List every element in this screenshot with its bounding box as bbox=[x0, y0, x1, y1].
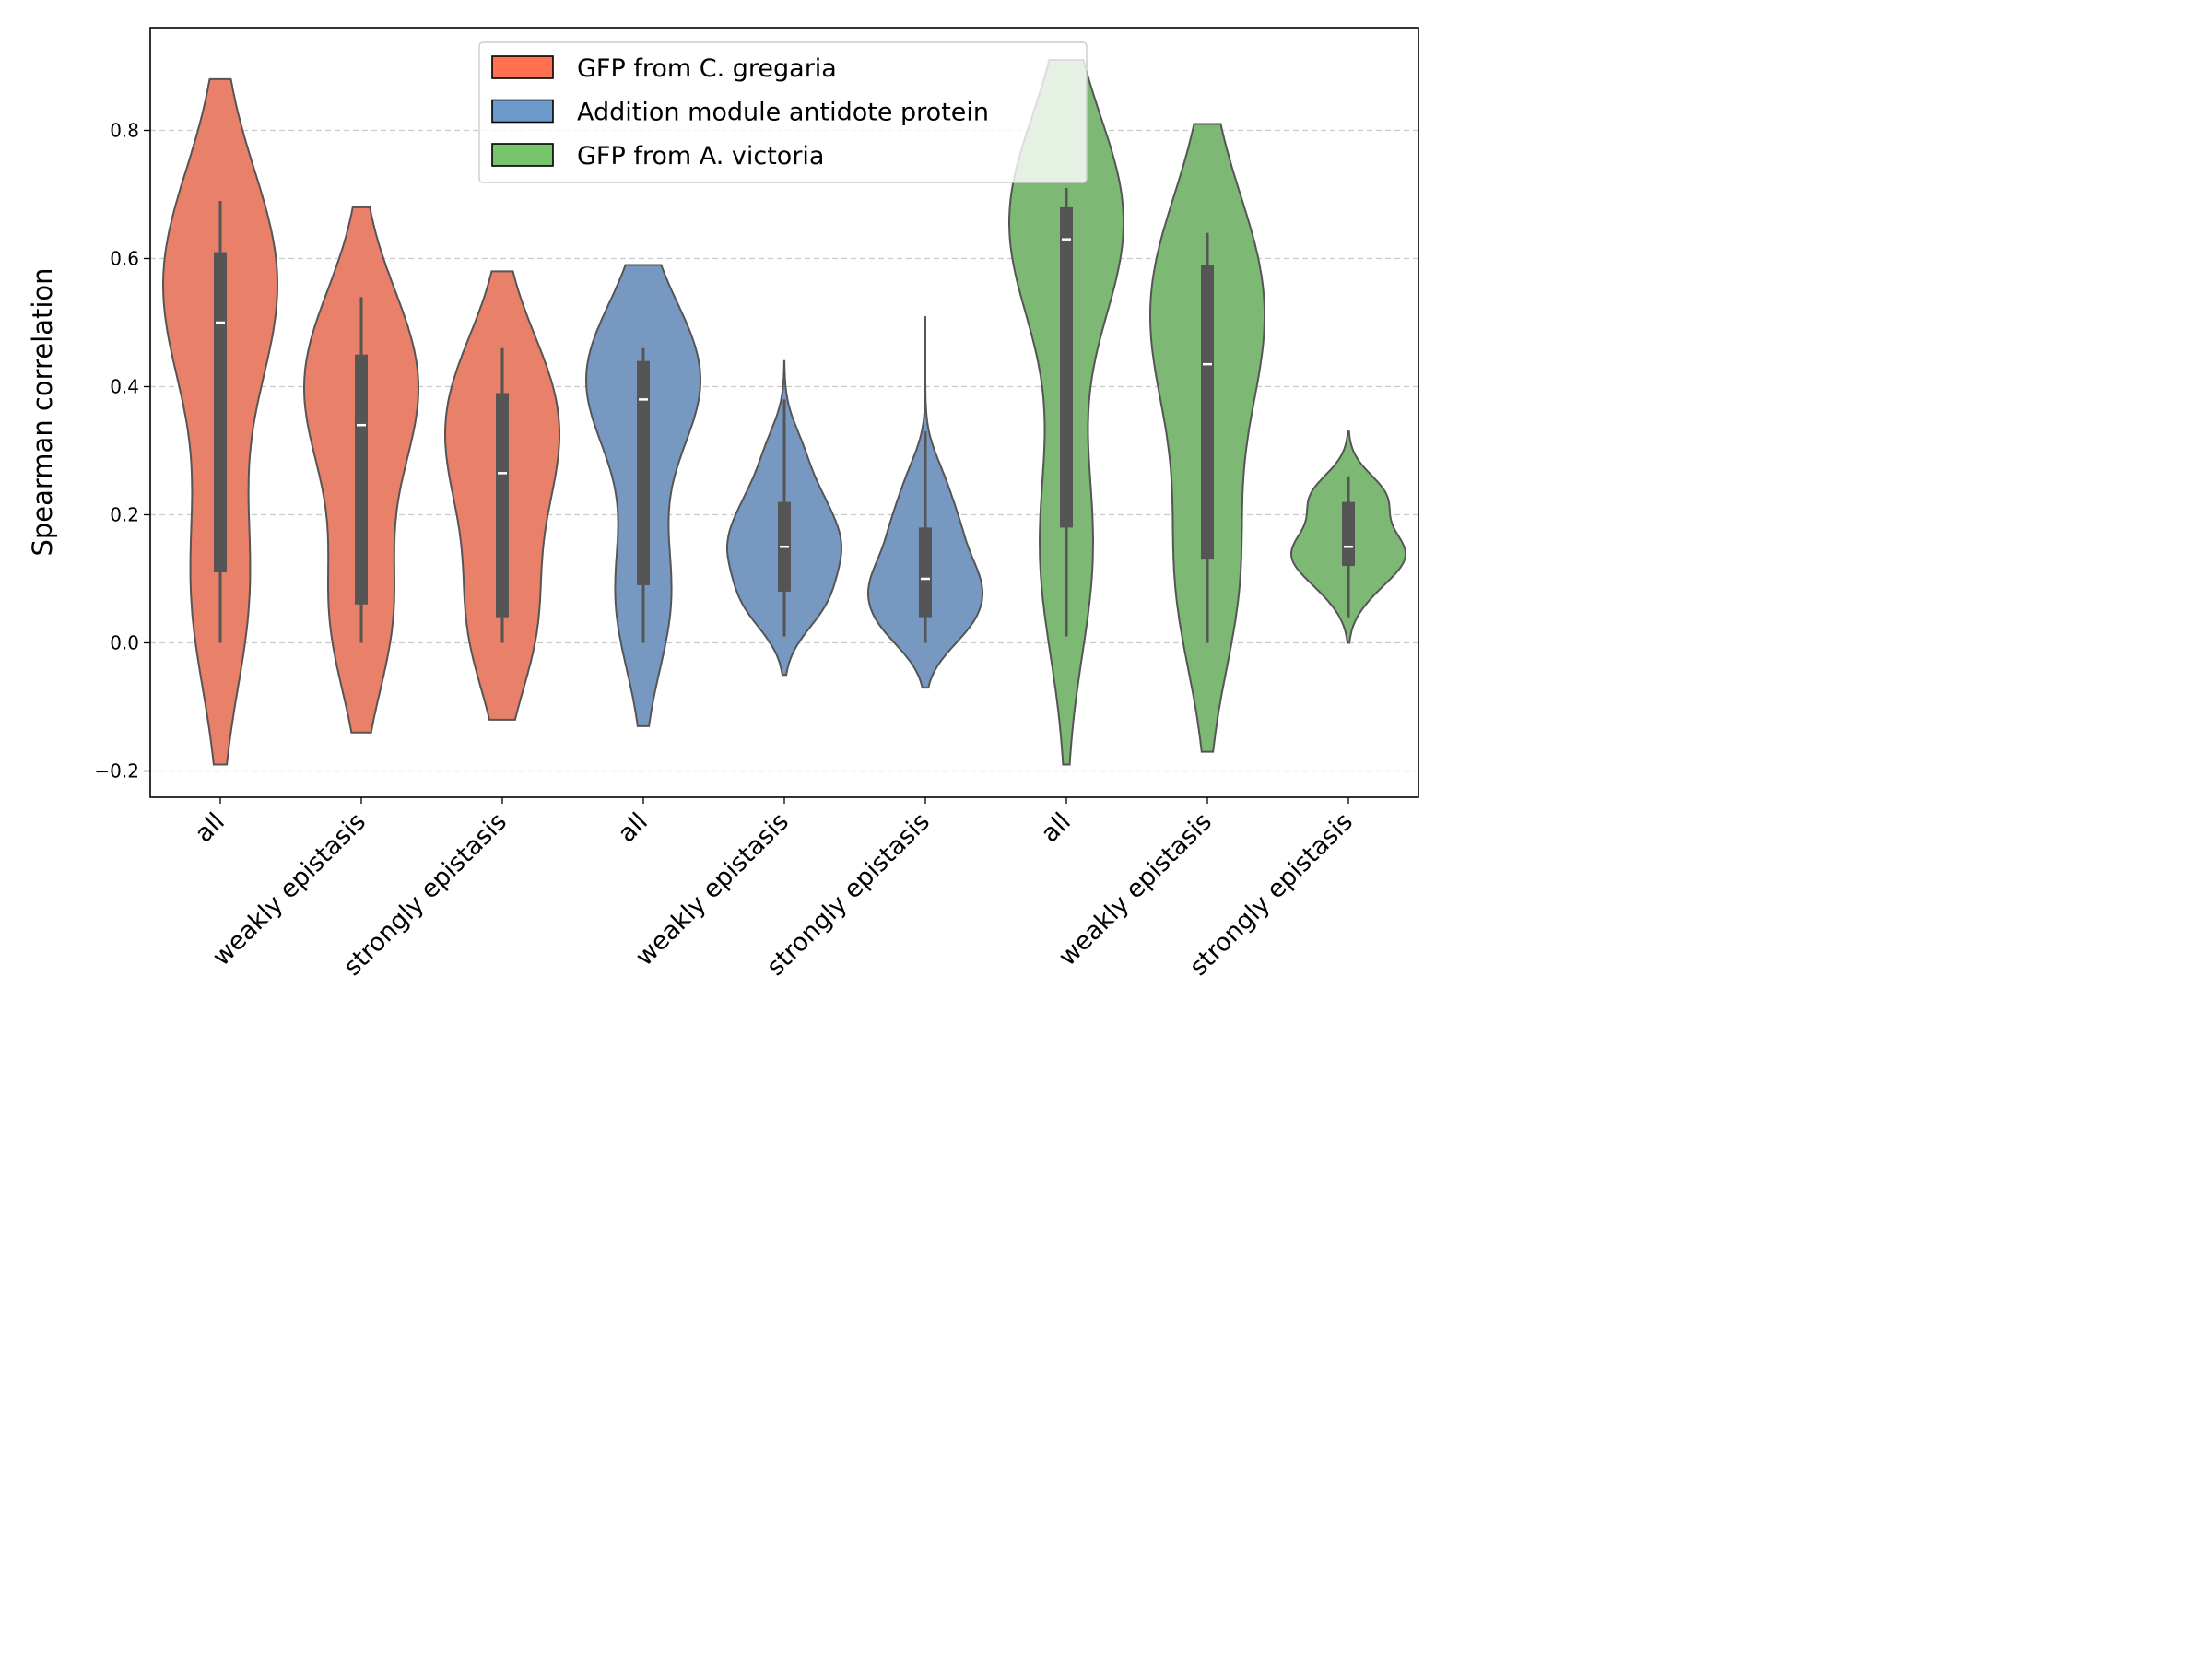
violin-iqr-box bbox=[496, 393, 509, 618]
y-tick-label: 0.6 bbox=[110, 248, 139, 270]
violin-2-0 bbox=[1008, 59, 1124, 766]
violin-iqr-box bbox=[1201, 265, 1214, 560]
x-tick-label: weakly epistasis bbox=[630, 807, 794, 971]
legend-frame bbox=[478, 41, 1088, 183]
violin-2-1 bbox=[1149, 123, 1265, 753]
violin-iqr-box bbox=[1060, 206, 1073, 528]
violin-1-1 bbox=[726, 359, 842, 677]
violin-iqr-box bbox=[919, 527, 932, 618]
y-tick-label: 0.2 bbox=[110, 504, 139, 526]
violin-2-2 bbox=[1290, 430, 1406, 644]
legend: GFP from C. gregaria Addition module anti… bbox=[478, 41, 1088, 183]
violin-iqr-box bbox=[355, 354, 368, 605]
violin-0-1 bbox=[303, 206, 419, 734]
violin-1-2 bbox=[867, 316, 983, 689]
y-axis-ticks: −0.2 0.0 0.2 0.4 0.6 0.8 bbox=[94, 120, 150, 782]
violin-iqr-box bbox=[214, 252, 227, 573]
y-tick-label: 0.0 bbox=[110, 632, 139, 654]
x-tick-label: all bbox=[1036, 807, 1077, 848]
y-tick-label: 0.4 bbox=[110, 376, 139, 398]
x-tick-label: weakly epistasis bbox=[1053, 807, 1218, 971]
y-tick-label: 0.8 bbox=[110, 120, 139, 142]
violin-1-0 bbox=[584, 264, 702, 727]
violin-iqr-box bbox=[637, 360, 650, 585]
legend-swatch bbox=[491, 55, 554, 79]
legend-label: Addition module antidote protein bbox=[577, 99, 989, 127]
x-tick-label: all bbox=[190, 807, 230, 848]
violin-0-0 bbox=[161, 77, 279, 766]
x-tick-label: weakly epistasis bbox=[207, 807, 371, 971]
violin-0-2 bbox=[444, 270, 560, 721]
x-tick-label: all bbox=[613, 807, 653, 848]
legend-label: GFP from C. gregaria bbox=[577, 54, 837, 83]
violin-iqr-box bbox=[1342, 501, 1355, 567]
y-tick-label: −0.2 bbox=[94, 760, 139, 782]
legend-swatch bbox=[491, 99, 554, 124]
y-axis-label: Spearman correlation bbox=[27, 267, 58, 556]
violins bbox=[161, 59, 1406, 766]
legend-label: GFP from A. victoria bbox=[577, 142, 824, 171]
legend-swatch bbox=[491, 143, 554, 167]
